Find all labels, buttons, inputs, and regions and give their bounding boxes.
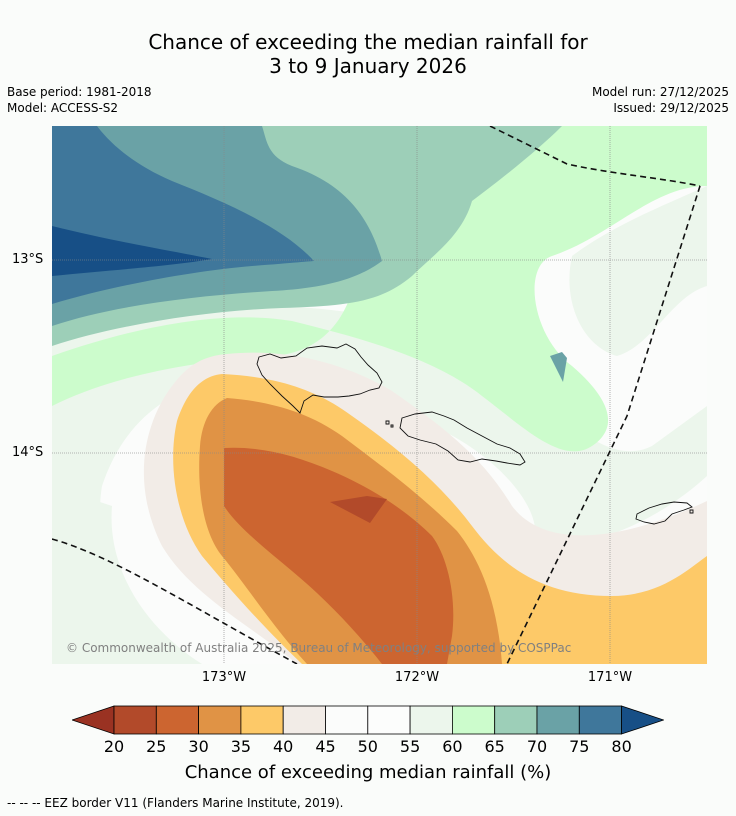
map-panel: [52, 126, 707, 664]
chart-title: Chance of exceeding the median rainfall …: [0, 30, 736, 78]
colorbar-cell: [113, 705, 157, 735]
meta-right: Model run: 27/12/2025 Issued: 29/12/2025: [592, 84, 729, 116]
colorbar-tick-label: 20: [103, 737, 125, 756]
island-aunuu: [689, 509, 694, 514]
colorbar-cell: [240, 705, 284, 735]
colorbar-tick-label: 55: [399, 737, 421, 756]
colorbar-tick-label: 50: [357, 737, 378, 756]
colorbar-cell: [578, 705, 622, 735]
copyright-notice: © Commonwealth of Australia 2025, Bureau…: [66, 641, 572, 655]
map-svg: [52, 126, 707, 664]
colorbar-tick-label: 35: [230, 737, 252, 756]
colorbar-tick-label: 30: [188, 737, 209, 756]
colorbar-tick-label: 60: [442, 737, 463, 756]
colorbar-tick-label: 40: [273, 737, 294, 756]
meta-left: Base period: 1981-2018 Model: ACCESS-S2: [7, 84, 152, 116]
colorbar-tick-label: 75: [569, 737, 590, 756]
title-line-1: Chance of exceeding the median rainfall …: [148, 30, 588, 54]
eez-border-west: [52, 538, 298, 664]
island-tutuila: [635, 501, 693, 525]
lat-label-13s: 13°S: [12, 252, 44, 267]
island-manono: [385, 420, 390, 425]
band-70-75-blob: [550, 352, 567, 382]
colorbar-extend-high: [621, 705, 664, 735]
colorbar-cell: [536, 705, 580, 735]
band-20-25: [330, 496, 387, 523]
base-period: Base period: 1981-2018: [7, 85, 152, 99]
colorbar-tick-label: 25: [146, 737, 167, 756]
colorbar-cell: [282, 705, 326, 735]
colorbar-label: Chance of exceeding median rainfall (%): [184, 762, 552, 783]
colorbar-cell: [367, 705, 411, 735]
colorbar-cell: [325, 705, 369, 735]
band-25-30: [224, 447, 454, 664]
colorbar: [72, 705, 664, 735]
colorbar-cell: [451, 705, 496, 735]
island-apolima: [390, 424, 394, 428]
band-60-65-e: [569, 186, 707, 356]
lon-label-171w: 171°W: [587, 670, 633, 685]
lon-label-172w: 172°W: [394, 670, 440, 685]
colorbar-tick-label: 70: [526, 737, 548, 756]
colorbar-tick-label: 65: [484, 737, 505, 756]
band-60-65-sw: [52, 486, 202, 664]
colorbar-cell: [409, 705, 453, 735]
band-85plus: [52, 226, 212, 276]
colorbar-tick-label: 45: [315, 737, 336, 756]
colorbar-cell: [494, 705, 538, 735]
issued-date: Issued: 29/12/2025: [613, 101, 729, 115]
model-name: Model: ACCESS-S2: [7, 101, 119, 115]
colorbar-extend-low: [72, 705, 115, 735]
eez-legend-note: -- -- -- EEZ border V11 (Flanders Marine…: [7, 796, 344, 810]
colorbar-cell: [155, 705, 200, 735]
eez-border-east: [506, 185, 701, 664]
model-run: Model run: 27/12/2025: [591, 85, 729, 99]
lon-label-173w: 173°W: [201, 670, 247, 685]
lat-label-14s: 14°S: [12, 445, 44, 460]
island-savaii: [256, 343, 383, 414]
colorbar-cell: [198, 705, 242, 735]
colorbar-tick-label: 80: [611, 737, 632, 756]
island-upolu: [399, 411, 526, 466]
title-line-2: 3 to 9 January 2026: [269, 54, 467, 78]
eez-border-north: [489, 126, 701, 187]
